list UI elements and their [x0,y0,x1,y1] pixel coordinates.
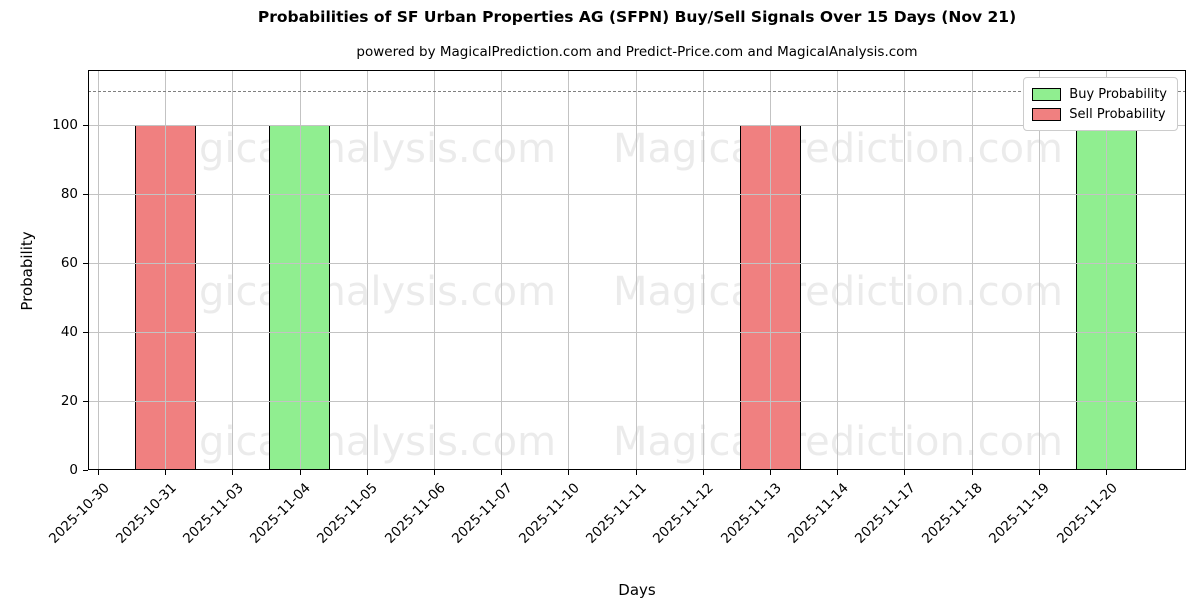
x-gridline [1106,70,1107,470]
legend-label-buy: Buy Probability [1069,86,1167,102]
watermark-text: MagicalAnalysis.com [139,419,557,465]
y-gridline [88,332,1186,334]
y-tick-label: 80 [60,186,78,203]
x-tick-label: 2025-11-17 [851,480,919,547]
x-tickmark [635,470,637,475]
x-tick-label: 2025-11-18 [919,480,986,547]
threshold-line [88,90,1186,92]
y-tickmark [83,125,88,127]
y-tick-label: 100 [52,117,78,134]
legend-item-buy: Buy Probability [1032,84,1167,104]
y-gridline [88,125,1186,127]
y-tickmark [83,263,88,265]
y-gridline [88,263,1186,265]
x-gridline [904,70,906,470]
x-gridline [366,70,368,470]
x-tickmark [501,470,503,475]
x-tick-label: 2025-11-04 [247,480,314,547]
x-gridline [770,70,771,470]
x-tick-label: 2025-11-03 [179,480,247,547]
x-tick-label: 2025-11-14 [784,480,852,547]
y-tickmark [83,194,88,196]
plot-area: Buy Probability Sell Probability 0 20 40 60… [46,70,1186,547]
x-gridline [568,70,570,470]
x-tick-label: 2025-10-31 [112,480,180,547]
y-tickmark [83,332,88,334]
x-tickmark [837,470,839,475]
x-tickmark [904,470,906,475]
x-gridline [702,70,704,470]
x-gridline [299,70,301,470]
x-tick-label: 2025-11-10 [515,480,583,547]
x-tickmark [366,470,368,475]
x-tickmark [232,470,234,475]
x-tickmark [971,470,973,475]
x-gridline [1038,70,1040,470]
x-tickmark [770,470,771,475]
x-gridline [501,70,503,470]
x-tick-label: 2025-11-19 [986,480,1054,547]
x-tick-label: 2025-11-06 [381,480,449,547]
chart-title: Probabilities of SF Urban Properties AG … [257,8,1017,26]
x-tick-label: 2025-10-30 [45,480,113,547]
x-tickmark [98,470,99,475]
x-tickmark [165,470,167,475]
y-gridline [88,401,1186,403]
watermark-text: MagicalAnalysis.com [139,126,557,172]
legend-label-sell: Sell Probability [1069,106,1166,122]
x-tickmark [568,470,570,475]
legend: Buy Probability Sell Probability [1023,77,1178,131]
x-tick-label: 2025-11-13 [717,480,785,547]
y-gridline [88,194,1186,196]
x-gridline [434,70,435,470]
x-tick-label: 2025-11-20 [1053,480,1121,547]
x-gridline [971,70,973,470]
y-tick-label: 0 [69,462,78,478]
x-axis-label: Days [618,581,656,599]
y-tickmark [83,401,88,403]
legend-item-sell: Sell Probability [1032,104,1167,124]
sell-probability-swatch [1032,107,1062,121]
watermark-text: MagicalAnalysis.com [139,269,557,315]
y-tick-label: 60 [60,255,78,272]
y-tickmark [83,470,88,471]
x-gridline [837,70,839,470]
chart-subtitle: powered by MagicalPrediction.com and Pre… [356,44,918,60]
x-tickmark [434,470,435,475]
x-tickmark [299,470,301,475]
x-tick-label: 2025-11-12 [650,480,718,547]
y-tick-label: 20 [60,393,78,410]
x-tickmark [1038,470,1040,475]
y-tick-label: 40 [60,324,78,341]
x-tick-label: 2025-11-05 [314,480,382,547]
x-tickmark [702,470,704,475]
x-gridline [232,70,234,470]
x-tick-label: 2025-11-11 [583,480,650,547]
x-tick-label: 2025-11-07 [448,480,516,547]
buy-probability-swatch [1032,87,1062,101]
x-gridline [98,70,99,470]
x-gridline [165,70,167,470]
x-gridline [635,70,637,470]
x-tickmark [1106,470,1107,475]
